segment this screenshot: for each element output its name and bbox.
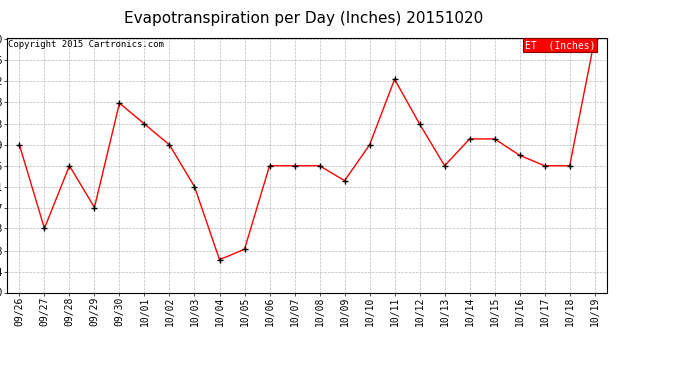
Text: Copyright 2015 Cartronics.com: Copyright 2015 Cartronics.com xyxy=(8,40,164,49)
Text: Evapotranspiration per Day (Inches) 20151020: Evapotranspiration per Day (Inches) 2015… xyxy=(124,11,483,26)
Text: ET  (Inches): ET (Inches) xyxy=(524,40,595,50)
